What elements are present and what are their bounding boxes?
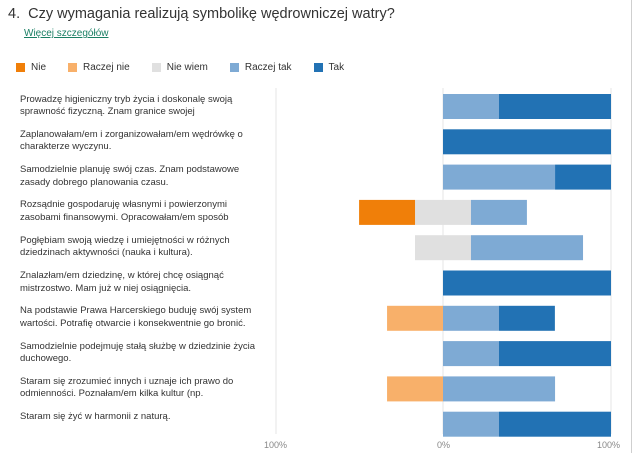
bar-tak-row-6 [498, 305, 555, 331]
chart-legend: Nie Raczej nie Nie wiem Raczej tak Tak [16, 62, 366, 73]
bar-tak-row-9 [498, 411, 611, 437]
category-label-3: Rozsądnie gospodaruję własnymi i powierz… [20, 199, 229, 223]
question-text: Czy wymagania realizują symbolikę wędrow… [28, 6, 395, 22]
x-tick-label-0: 100% [264, 440, 288, 450]
legend-label: Raczej tak [244, 62, 292, 73]
legend-swatch [151, 63, 161, 72]
bar-tak-row-1 [443, 129, 611, 155]
x-tick-label-2: 100% [597, 440, 621, 450]
question-title: 4. Czy wymagania realizują symbolikę wędr… [8, 6, 395, 22]
bar-nie-row-3 [359, 199, 416, 225]
bar-raczej-tak-row-3 [470, 199, 527, 225]
bar-nie-wiem-row-4-right [443, 235, 471, 261]
category-label-5: Znalazłam/em dziedzinę, w której chcę os… [20, 270, 224, 294]
category-label-0: Prowadzę higieniczny tryb życia i doskon… [20, 93, 233, 118]
category-label-1: Zaplanowałam/em i zorganizowałam/em wędr… [20, 128, 243, 153]
chart-area: Prowadzę higieniczny tryb życia i doskon… [0, 84, 632, 453]
legend-swatch [16, 63, 25, 72]
diverging-bar-chart [275, 88, 612, 437]
bar-tak-row-0 [498, 94, 611, 119]
category-label-6: Na podstawie Prawa Harcerskiego buduję s… [20, 305, 252, 329]
category-label-8: Staram się zrozumieć innych i uznaje ich… [20, 375, 234, 400]
bar-tak-row-5 [443, 270, 611, 296]
legend-swatch [68, 63, 78, 72]
bar-raczej-nie-row-6 [387, 305, 443, 331]
bar-nie-wiem-row-3-left [415, 199, 443, 225]
category-label-9: Staram się żyć w harmonii z naturą. [20, 411, 171, 423]
legend-label: Nie [31, 62, 47, 73]
legend-item-0: Nie [16, 62, 46, 73]
bar-raczej-tak-row-4 [470, 235, 584, 261]
legend-label: Nie wiem [166, 62, 208, 73]
bar-raczej-tak-row-0 [443, 94, 499, 119]
bar-nie-wiem-row-4-left [415, 235, 443, 261]
legend-swatch [313, 63, 323, 72]
legend-label: Raczej nie [83, 62, 130, 73]
legend-item-1: Raczej nie [68, 62, 130, 73]
more-details-link[interactable]: Więcej szczegółów [24, 28, 109, 39]
bar-raczej-tak-row-7 [443, 341, 499, 367]
legend-label: Tak [328, 62, 345, 73]
bar-tak-row-7 [498, 341, 611, 367]
category-label-2: Samodzielnie planuję swój czas. Znam pod… [20, 164, 240, 188]
category-label-4: Pogłębiam swoją wiedzę i umiejętności w … [20, 234, 230, 259]
bar-tak-row-2 [555, 164, 611, 190]
category-label-7: Samodzielnie podejmuję stałą służbę w dz… [20, 340, 255, 365]
bar-raczej-tak-row-8 [443, 376, 556, 402]
bar-raczej-tak-row-9 [443, 411, 499, 437]
legend-item-2: Nie wiem [151, 62, 208, 73]
legend-item-4: Tak [313, 62, 345, 73]
bar-raczej-tak-row-6 [443, 305, 499, 331]
x-tick-label-1: 0% [437, 440, 451, 450]
question-number: 4. [8, 6, 21, 22]
bar-nie-wiem-row-3-right [443, 199, 471, 225]
legend-swatch [229, 63, 239, 72]
legend-item-3: Raczej tak [229, 62, 292, 73]
bar-raczej-tak-row-2 [443, 164, 556, 190]
bar-raczej-nie-row-8 [387, 376, 443, 402]
